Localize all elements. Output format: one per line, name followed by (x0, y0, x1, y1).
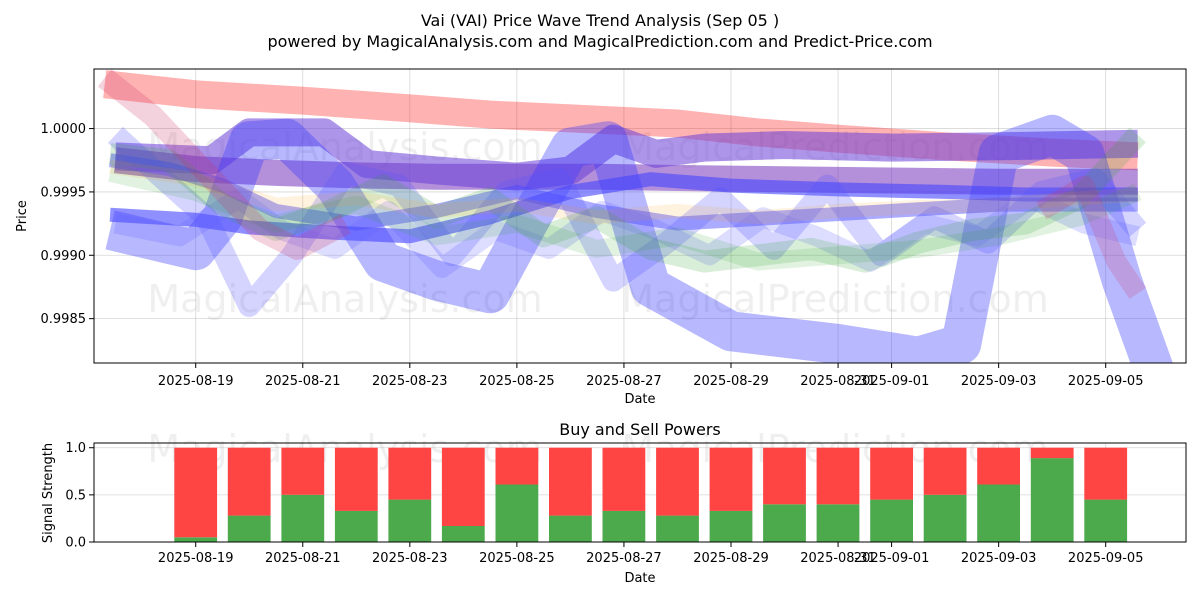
buy-bar (1030, 458, 1074, 542)
top-y-axis-label: Price (15, 200, 30, 232)
x-tick-label: 2025-08-21 (265, 551, 341, 566)
y-tick-label: 0.5 (65, 488, 86, 503)
bottom-x-ticks: 2025-08-19 2025-08-21 2025-08-23 2025-08-25… (158, 542, 1144, 566)
sell-bar (549, 447, 592, 516)
sell-bar (977, 447, 1020, 485)
chart-subtitle: powered by MagicalAnalysis.com and Magic… (267, 32, 932, 51)
y-tick-label: 1.0000 (41, 122, 87, 137)
sell-bar (174, 447, 218, 538)
sell-bar (709, 447, 753, 511)
watermark-text: MagicalAnalysis.com (147, 277, 542, 321)
x-tick-label: 2025-09-05 (1068, 551, 1144, 566)
buy-bar (870, 499, 913, 542)
buy-bar (763, 504, 806, 542)
sell-bar (227, 447, 271, 516)
x-tick-label: 2025-08-31 (800, 374, 876, 389)
price-plot: MagicalAnalysis.com MagicalPrediction.com… (15, 68, 1187, 407)
x-tick-label: 2025-08-25 (479, 374, 555, 389)
x-tick-label: 2025-08-23 (372, 551, 448, 566)
x-tick-label: 2025-09-03 (961, 551, 1037, 566)
sell-bar (1030, 447, 1074, 459)
x-tick-label: 2025-08-27 (586, 551, 662, 566)
buy-bar (549, 515, 592, 542)
buy-bar (923, 494, 967, 542)
series-line-blue-thin-1 (109, 172, 1138, 244)
x-tick-label: 2025-09-05 (1068, 374, 1144, 389)
buy-bar (656, 515, 699, 542)
watermark-text: MagicalPrediction.com (621, 277, 1049, 321)
bottom-y-ticks: 0.0 0.5 1.0 (65, 441, 94, 551)
x-tick-label: 2025-08-19 (158, 374, 234, 389)
buy-bar (816, 504, 860, 542)
x-tick-label: 2025-09-01 (854, 374, 930, 389)
series-line-blue-zig (107, 126, 1147, 317)
series-line-green-band (108, 127, 1146, 273)
x-tick-label: 2025-08-25 (479, 551, 555, 566)
x-tick-label: 2025-09-01 (854, 551, 930, 566)
sell-bar (441, 447, 485, 526)
sell-bar (281, 447, 325, 495)
x-tick-label: 2025-08-27 (586, 374, 662, 389)
series-line-blue-thin-2 (109, 153, 1138, 231)
y-tick-label: 1.0 (65, 441, 86, 456)
buy-bar (709, 510, 753, 542)
buy-bar (227, 515, 271, 542)
series-line-orange-band (109, 159, 1139, 225)
top-x-ticks: 2025-08-19 2025-08-21 2025-08-23 2025-08-25… (158, 363, 1144, 389)
bottom-y-axis-label: Signal Strength (41, 443, 56, 543)
series-line-blue-main-wave (105, 114, 1173, 363)
x-tick-label: 2025-08-21 (265, 374, 341, 389)
top-x-axis-label: Date (624, 392, 655, 407)
sell-bar (334, 447, 378, 511)
sell-bar (495, 447, 539, 485)
bottom-x-axis-label: Date (624, 571, 655, 586)
sell-bar (656, 447, 699, 516)
y-tick-label: 0.0 (65, 536, 86, 551)
y-tick-label: 0.9990 (41, 249, 87, 264)
buy-bar (495, 484, 539, 542)
buy-bar (602, 510, 646, 542)
series-line-red-diagonal-2 (1036, 175, 1147, 299)
x-tick-label: 2025-08-23 (372, 374, 448, 389)
sell-bar (763, 447, 806, 505)
bottom-chart-title: Buy and Sell Powers (559, 420, 721, 439)
sell-bar (1084, 447, 1128, 500)
series-line-red-diagonal (97, 69, 351, 260)
top-grid (94, 69, 1186, 363)
buy-bar (334, 510, 378, 542)
series-line-green-band-2 (108, 164, 1142, 271)
sell-bar (923, 447, 967, 495)
signal-plot: Buy and Sell Powers MagicalAnalysis.comM… (41, 420, 1187, 586)
bottom-plot-frame (93, 442, 1187, 543)
chart-title: Vai (VAI) Price Wave Trend Analysis (Sep… (421, 11, 779, 30)
sell-bar (870, 447, 913, 500)
buy-bar (1084, 499, 1128, 542)
y-tick-label: 0.9985 (41, 312, 87, 327)
sell-bar (602, 447, 646, 511)
top-y-ticks: 0.9985 0.9990 0.9995 1.0000 (41, 122, 94, 327)
series-line-purple-wave (114, 118, 1139, 191)
series-line-blue-zig-2 (113, 188, 1141, 278)
sell-bar (816, 447, 860, 505)
buy-bar (388, 499, 432, 542)
buy-bar (281, 494, 325, 542)
x-tick-label: 2025-08-19 (158, 551, 234, 566)
sell-bar (388, 447, 432, 500)
top-series-group (97, 69, 1173, 363)
x-tick-label: 2025-09-03 (961, 374, 1037, 389)
top-plot-frame (93, 68, 1187, 364)
x-tick-label: 2025-08-29 (693, 551, 769, 566)
buy-bar (174, 537, 218, 542)
buy-bar (977, 484, 1020, 542)
y-tick-label: 0.9995 (41, 185, 87, 200)
bottom-bars-group (174, 447, 1128, 542)
x-tick-label: 2025-08-29 (693, 374, 769, 389)
buy-bar (441, 526, 485, 542)
x-tick-label: 2025-08-31 (800, 551, 876, 566)
